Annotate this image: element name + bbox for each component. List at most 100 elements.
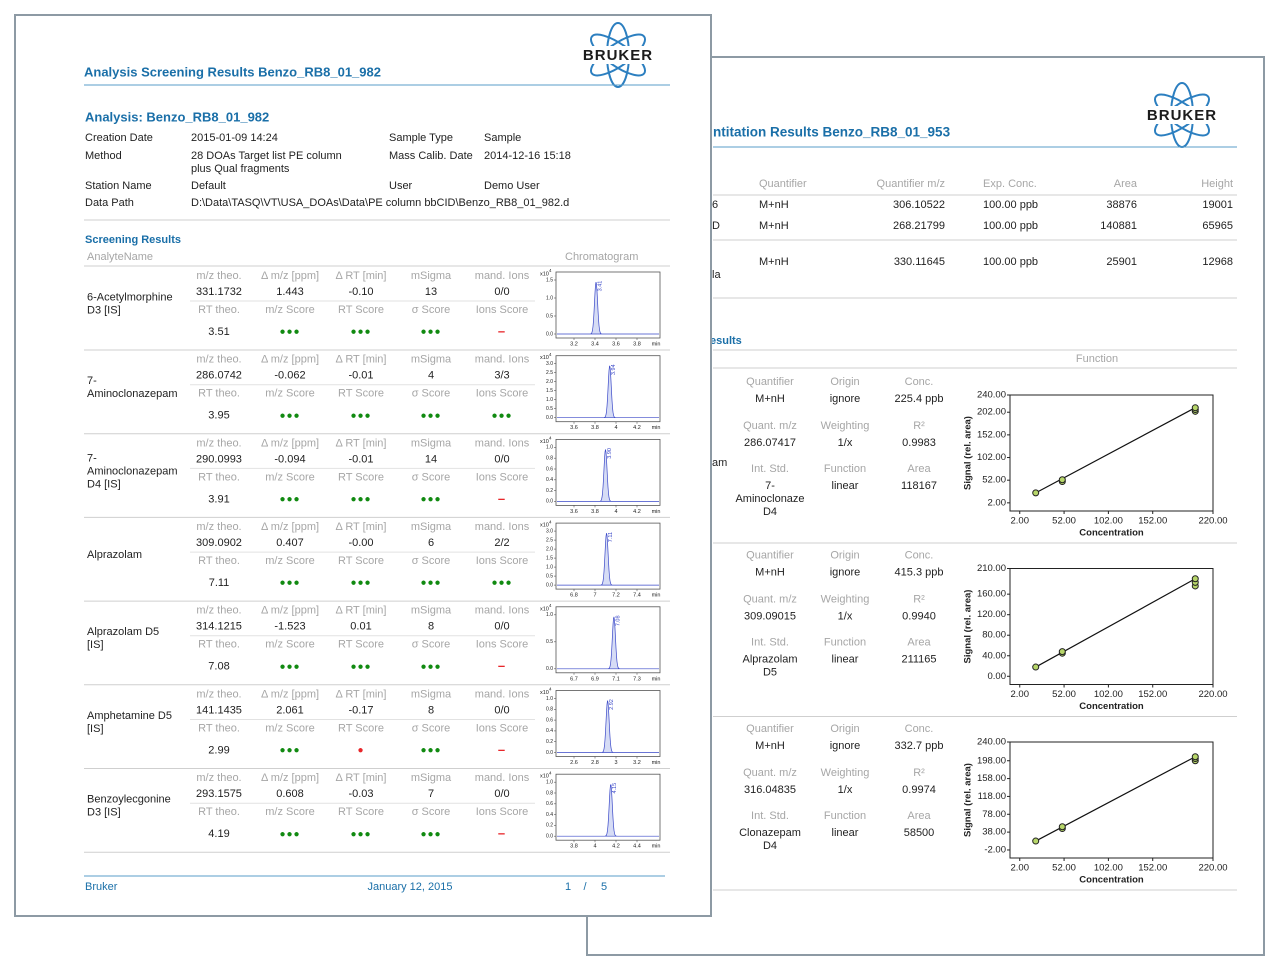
peak-label: 7.11 [608, 532, 614, 542]
field-value: 0.9983 [902, 437, 936, 449]
info-value: D:\Data\TASQ\VT\USA_DOAs\Data\PE column … [191, 197, 569, 209]
field-value: -0.10 [348, 286, 373, 298]
analysis-title: Analysis: Benzo_RB8_01_982 [85, 109, 269, 124]
field-value: 290.0993 [196, 453, 242, 465]
score: ●●● [350, 578, 371, 589]
field-value: 4 [428, 370, 434, 382]
field-label: Δ RT [min] [336, 688, 387, 700]
x-tick-label: 4.2 [633, 509, 641, 515]
y-tick-label: 0.8 [546, 790, 553, 796]
field-value: 3.91 [208, 493, 229, 505]
field-value: 211165 [901, 653, 936, 665]
field-value: Aminoclonaze [735, 493, 804, 505]
score: ●●● [279, 494, 300, 505]
field-label: Quant. m/z [743, 767, 797, 779]
score: ●●● [420, 829, 441, 840]
field-label: Δ RT [min] [336, 270, 387, 282]
field-value: 0.407 [276, 537, 304, 549]
x-tick-label: 6.9 [591, 676, 599, 682]
cell: M+nH [759, 220, 789, 232]
field-value: linear [832, 480, 859, 492]
cell: M+nH [759, 256, 789, 268]
score: – [498, 323, 506, 338]
peak-label: 7.08 [615, 615, 621, 626]
scale-exponent: 4 [549, 603, 552, 608]
y-tick-label: 0.4 [546, 812, 553, 818]
logo-orbit [1154, 93, 1210, 137]
field-value: 286.0742 [196, 370, 242, 382]
field-label: mSigma [411, 437, 452, 449]
info-value: Demo User [484, 180, 540, 192]
field-value: D4 [763, 840, 777, 852]
score: – [498, 491, 506, 506]
chromatogram-trace [557, 449, 659, 502]
x-tick-label: 152.00 [1138, 689, 1167, 700]
logo-text: BRUKER [583, 47, 653, 64]
field-value: 0/0 [494, 453, 509, 465]
x-tick-label: 4 [593, 844, 596, 850]
scale-label: x10 [540, 523, 549, 529]
field-value: 1/x [838, 610, 853, 622]
report-title: ntitation Results Benzo_RB8_01_953 [713, 125, 951, 140]
field-label: σ Score [412, 304, 451, 316]
field-value: 58500 [904, 827, 935, 839]
info-label: Mass Calib. Date [389, 150, 473, 162]
field-value: 0.9974 [902, 784, 936, 796]
cell: 100.00 ppb [983, 220, 1038, 232]
scale-label: x10 [540, 606, 549, 612]
score: ●●● [350, 829, 371, 840]
field-label: Ions Score [476, 639, 529, 651]
x-axis-label: Concentration [1079, 875, 1144, 886]
cell: 330.11645 [894, 256, 945, 268]
y-tick-label: 120.00 [977, 609, 1006, 620]
y-axis-label: Signal (rel. area) [963, 590, 974, 664]
field-label: Weighting [821, 767, 870, 779]
cell: 100.00 ppb [983, 199, 1038, 211]
field-value: 314.1215 [196, 621, 242, 633]
field-label: σ Score [412, 639, 451, 651]
score: ●●● [350, 410, 371, 421]
analyte-name: D3 [IS] [87, 807, 121, 819]
y-tick-label: 102.00 [977, 452, 1006, 463]
column-header: Height [1201, 178, 1233, 190]
x-tick-label: 2.00 [1011, 689, 1030, 700]
score: ●●● [420, 410, 441, 421]
x-tick-label: 220.00 [1198, 863, 1227, 874]
y-tick-label: 0.8 [546, 707, 553, 713]
field-label: Δ m/z [ppm] [261, 605, 319, 617]
info-label: Station Name [85, 180, 152, 192]
field-label: mSigma [411, 354, 452, 366]
field-label: Δ RT [min] [336, 605, 387, 617]
x-tick-label: 7.1 [612, 676, 620, 682]
field-label: Origin [830, 376, 859, 388]
x-tick-label: 3.8 [633, 341, 641, 347]
field-value: D4 [763, 506, 777, 518]
field-label: m/z theo. [196, 605, 241, 617]
row-name: 6 [712, 199, 718, 211]
field-label: Function [824, 636, 866, 648]
field-label: mSigma [411, 772, 452, 784]
field-value: linear [832, 653, 859, 665]
field-value: 316.04835 [744, 784, 796, 796]
field-label: Δ RT [min] [336, 437, 387, 449]
section-title: esults [710, 335, 742, 347]
field-label: Origin [830, 549, 859, 561]
field-value: 0/0 [494, 704, 509, 716]
data-point [1191, 404, 1199, 412]
field-label: m/z Score [265, 471, 315, 483]
field-label: mand. Ions [475, 437, 530, 449]
y-tick-label: 0.4 [546, 477, 553, 483]
y-tick-label: 0.6 [546, 801, 553, 807]
field-label: mSigma [411, 521, 452, 533]
field-value: 225.4 ppb [895, 393, 944, 405]
field-label: RT theo. [198, 806, 240, 818]
y-tick-label: 1.5 [546, 555, 553, 561]
score: ●●● [279, 410, 300, 421]
y-tick-label: 202.00 [977, 407, 1006, 418]
field-value: 118167 [901, 480, 937, 492]
chromatogram-trace [557, 700, 659, 753]
field-value: 7 [428, 788, 434, 800]
logo-band [572, 46, 664, 64]
score: – [498, 742, 506, 757]
y-tick-label: 52.00 [982, 475, 1006, 486]
